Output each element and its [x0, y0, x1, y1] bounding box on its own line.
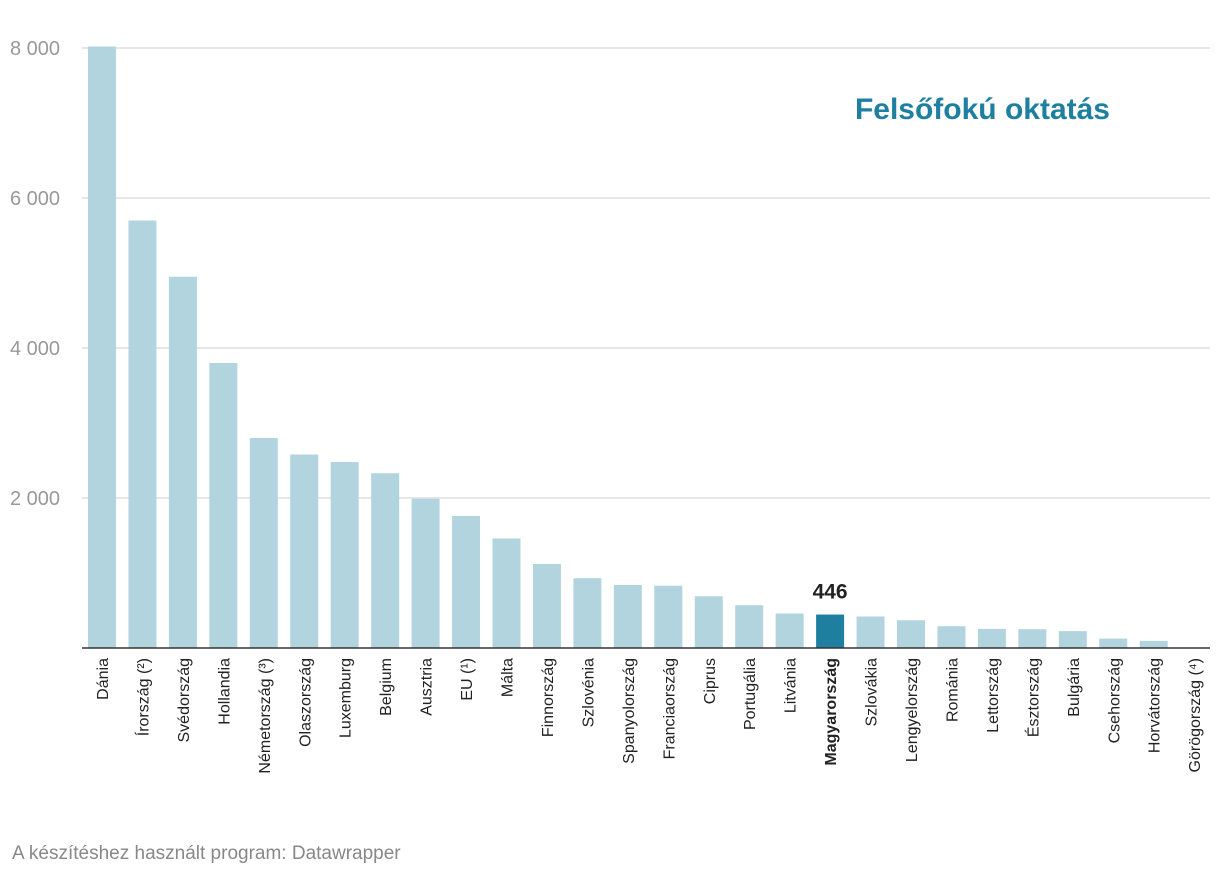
category-label: Hollandia	[216, 658, 233, 725]
bar	[897, 620, 925, 648]
chart-title: Felsőfokú oktatás	[855, 93, 1110, 126]
category-label: Magyarország	[823, 658, 840, 766]
category-label: Portugália	[742, 658, 759, 730]
category-label: Belgium	[378, 658, 395, 716]
bar	[735, 605, 764, 648]
category-label: Svédország	[176, 658, 193, 743]
bar	[209, 363, 238, 648]
y-tick-label: 2 000	[10, 488, 60, 510]
bar	[411, 498, 440, 648]
category-label: Görögország (⁴)	[1187, 658, 1204, 772]
bar	[1139, 640, 1168, 648]
category-label: Dánia	[95, 658, 112, 700]
bar	[775, 613, 804, 648]
category-label: Luxemburg	[338, 658, 355, 738]
category-label: Spanyolország	[621, 658, 638, 764]
y-tick-label: 6 000	[10, 188, 60, 210]
bar	[168, 276, 197, 648]
category-label: EU (¹)	[459, 658, 476, 701]
bar	[613, 585, 642, 648]
category-label: Finnország	[540, 658, 557, 737]
bar	[371, 473, 400, 648]
category-label: Lettország	[985, 658, 1002, 733]
category-label: Litvánia	[783, 658, 800, 713]
bar	[1058, 631, 1087, 648]
bar	[330, 462, 359, 648]
category-label: Írország (²)	[133, 658, 152, 736]
bar	[856, 616, 885, 648]
bar	[1099, 638, 1128, 648]
category-label: Németország (³)	[257, 658, 274, 774]
bar	[452, 516, 481, 648]
category-label: Horvátország	[1147, 658, 1164, 753]
bar	[290, 454, 319, 648]
category-label: Lengyelország	[904, 658, 921, 762]
category-label: Szlovákia	[864, 658, 881, 727]
category-label: Ciprus	[702, 658, 719, 704]
y-tick-label: 8 000	[10, 38, 60, 60]
bar	[654, 585, 683, 648]
bar	[694, 596, 723, 648]
bar	[1018, 629, 1047, 648]
bar	[816, 614, 845, 648]
bar	[937, 626, 966, 648]
y-tick-label: 4 000	[10, 338, 60, 360]
category-label: Románia	[944, 658, 961, 722]
category-label: Franciaország	[661, 658, 678, 759]
category-label: Észtország	[1023, 658, 1042, 737]
bar	[88, 46, 116, 648]
category-label: Málta	[500, 658, 517, 697]
bar	[532, 564, 561, 648]
category-label: Olaszország	[297, 658, 314, 747]
bar	[249, 438, 278, 648]
bar	[492, 538, 521, 648]
category-label: Ausztria	[419, 658, 436, 716]
bar	[573, 578, 602, 648]
bar	[977, 628, 1006, 648]
category-label: Bulgária	[1066, 658, 1083, 717]
bar	[128, 220, 157, 648]
credit-footer: A készítéshez használt program: Datawrap…	[12, 843, 401, 864]
data-label: 446	[813, 581, 848, 604]
category-label: Csehország	[1106, 658, 1123, 743]
category-label: Szlovénia	[580, 658, 597, 727]
